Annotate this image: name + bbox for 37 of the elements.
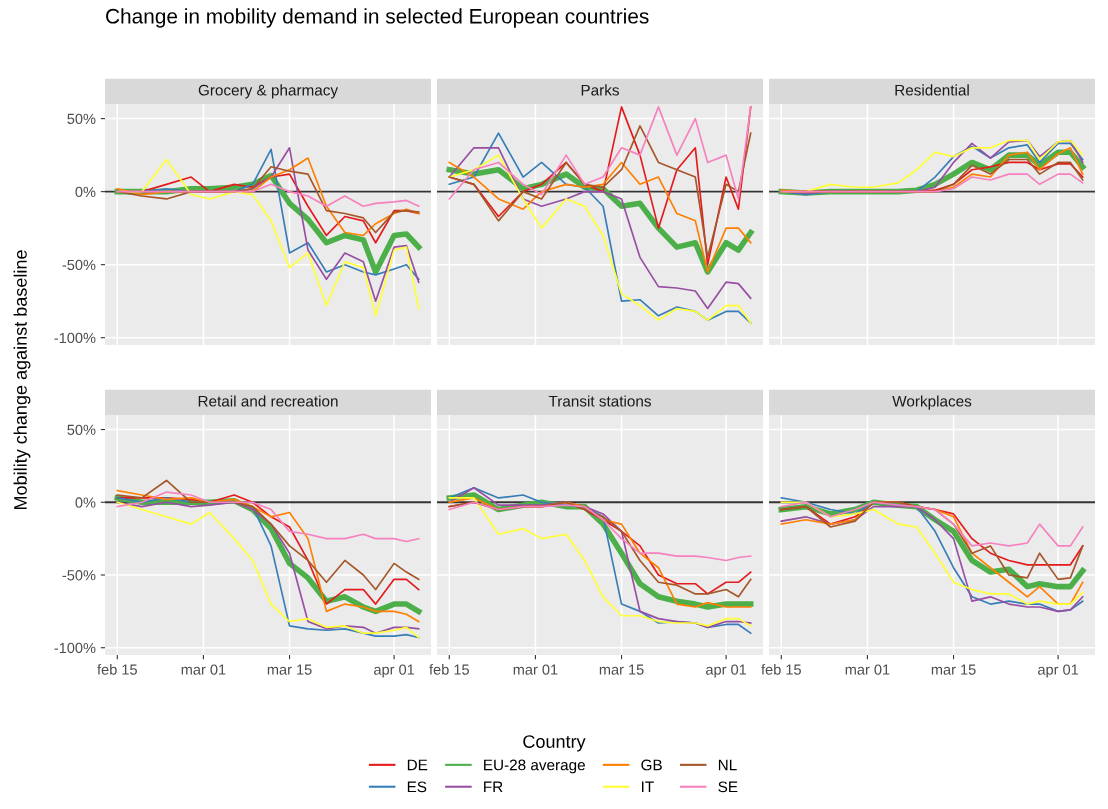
legend-label: GB [641, 759, 662, 771]
y-tick-label: 50% [67, 424, 96, 435]
legend-title: Country [523, 735, 586, 752]
chart-subtitle: Transit stations [548, 395, 651, 407]
y-tick-label: 50% [67, 113, 96, 125]
x-tick-label: mar 15 [931, 664, 976, 675]
x-tick-label: apr 01 [1038, 664, 1079, 678]
chart-subtitle: Parks [581, 84, 619, 96]
legend-label: FR [484, 781, 503, 793]
y-tick-label: -100% [54, 332, 96, 344]
legend-label: EU-28 average [484, 759, 585, 774]
legend-label: SE [718, 781, 738, 793]
legend-label: ES [407, 781, 427, 793]
y-tick-label: 0% [75, 186, 96, 198]
legend-label: IT [642, 781, 654, 793]
chart-subtitle: Residential [895, 84, 969, 96]
x-tick-label: mar 01 [181, 664, 226, 675]
y-tick-label: -50% [62, 259, 96, 271]
chart-subtitle: Workplaces [892, 395, 972, 410]
y-tick-label: 0% [75, 497, 96, 508]
y-tick-label: -100% [54, 642, 96, 654]
x-tick-label: feb 15 [761, 664, 801, 675]
x-tick-label: apr 01 [706, 664, 747, 678]
x-tick-label: feb 15 [429, 664, 469, 675]
y-tick-label: -50% [62, 570, 96, 581]
y-axis-title: Mobility change against baseline [13, 250, 31, 509]
x-tick-label: mar 15 [267, 664, 312, 675]
x-tick-label: mar 01 [513, 664, 558, 675]
legend-label: DE [407, 759, 428, 771]
x-tick-label: mar 01 [845, 664, 890, 675]
chart-title: Change in mobility demand in selected European countries [106, 8, 649, 28]
chart-subtitle: Grocery & pharmacy [198, 84, 339, 99]
chart-subtitle: Retail and recreation [198, 395, 338, 407]
x-tick-label: apr 01 [374, 664, 415, 678]
x-tick-label: mar 15 [599, 664, 644, 675]
legend-label: NL [718, 759, 737, 771]
x-tick-label: feb 15 [97, 664, 137, 675]
